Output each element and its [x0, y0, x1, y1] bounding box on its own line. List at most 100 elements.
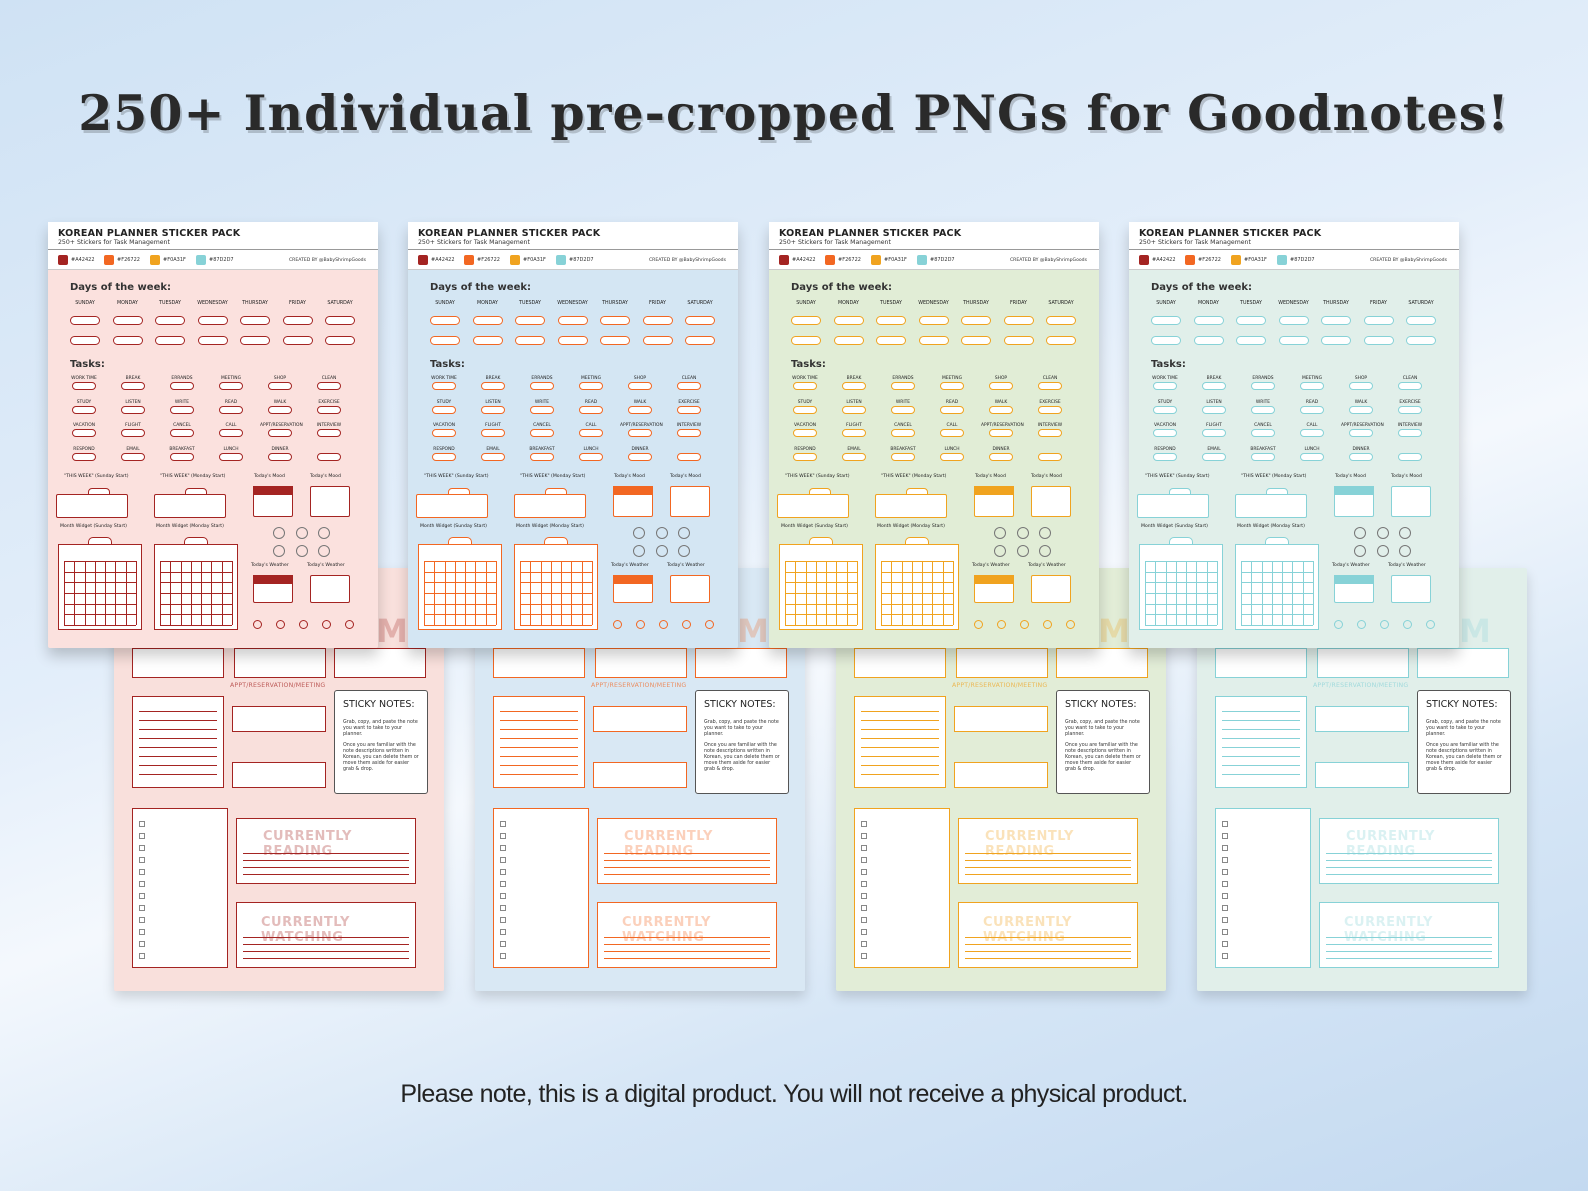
task-label: EMAIL — [126, 446, 140, 452]
mood-box — [253, 486, 293, 517]
task-pill — [1349, 452, 1373, 461]
day-label: THURSDAY — [963, 301, 989, 306]
weather-box — [253, 575, 293, 603]
mood-face-icon — [678, 545, 690, 557]
day-label: WEDNESDAY — [918, 301, 949, 306]
grid-line — [74, 561, 76, 625]
checkbox — [1222, 857, 1228, 863]
day-pill — [1321, 336, 1351, 345]
task-label: VACATION — [72, 423, 96, 428]
task-pill — [579, 382, 603, 390]
checkbox — [1222, 821, 1228, 827]
ruled-line — [965, 944, 1131, 945]
swatch-label: #F0A31F — [1244, 257, 1267, 263]
task-label: READ — [1305, 399, 1319, 405]
appt-label: APPT/RESERVATION/MEETING — [591, 682, 687, 689]
task-pill — [989, 452, 1013, 461]
ruled-line — [965, 874, 1131, 875]
grid-line — [180, 561, 182, 625]
grid-line — [857, 561, 858, 625]
grid-line — [64, 593, 136, 594]
task-pill — [1038, 429, 1062, 437]
checkbox — [500, 929, 506, 935]
mood-box — [974, 486, 1014, 517]
task-label: EMAIL — [847, 446, 861, 452]
task-label: WALK — [633, 399, 647, 405]
mood-face-icon — [1017, 545, 1029, 557]
checkbox — [139, 905, 145, 911]
task-pill — [579, 405, 603, 414]
task-label: VACATION — [1153, 423, 1177, 428]
mood-face-icon — [296, 527, 308, 539]
sheet-title: KOREAN PLANNER STICKER PACK — [1139, 228, 1322, 239]
day-pill — [600, 336, 630, 345]
todays-weather-label: Today's Weather — [307, 563, 345, 568]
mood-box — [613, 486, 653, 517]
grid-line — [1302, 561, 1304, 625]
task-label: BREAKFAST — [890, 446, 916, 452]
task-label: STUDY — [797, 399, 813, 405]
sticky-title: STICKY NOTES: — [343, 699, 415, 710]
swatch-label: #F26722 — [1198, 257, 1221, 263]
grid-line — [496, 561, 497, 625]
ruled-line — [1222, 738, 1300, 739]
grid-line — [815, 561, 817, 625]
checkbox — [1222, 905, 1228, 911]
ruled-line — [243, 860, 409, 861]
task-label: FLIGHT — [485, 423, 501, 428]
checklist-box — [132, 808, 228, 968]
month-calendar — [875, 544, 959, 630]
ruled-line — [500, 729, 578, 730]
checkbox — [1222, 833, 1228, 839]
day-pill — [1321, 316, 1351, 325]
day-label: SATURDAY — [1048, 301, 1074, 306]
task-pill — [432, 429, 456, 437]
task-pill — [891, 405, 915, 414]
task-pill — [940, 405, 964, 414]
grid-line — [444, 561, 446, 625]
task-pill — [1398, 405, 1422, 414]
creator-credit: CREATED BY @BabyShrimpGoods — [1009, 258, 1087, 263]
appt-box — [593, 706, 687, 732]
currently-watching-text: CURRENTLY WATCHING — [1344, 915, 1433, 945]
mood-face-icon — [1399, 527, 1411, 539]
grid-line — [160, 614, 232, 616]
currently-reading-text: CURRENTLY READING — [624, 829, 713, 859]
ruled-line — [861, 738, 939, 739]
swatch-row: #A42422 #F26722 #F0A31F #87D2D7 CREATED BY @… — [769, 250, 1099, 270]
appt-box — [954, 762, 1048, 788]
day-label: SUNDAY — [796, 301, 816, 306]
grid-line — [64, 614, 136, 616]
ruled-line — [1222, 756, 1300, 757]
day-pill — [1278, 316, 1309, 325]
grid-line — [1241, 625, 1313, 626]
todays-mood-label: Today's Mood — [975, 474, 1006, 479]
grid-line — [1145, 582, 1217, 584]
watermark-letter: M — [1098, 612, 1130, 650]
day-pill — [70, 316, 100, 325]
day-pill — [1046, 336, 1076, 345]
task-label: CANCEL — [894, 423, 912, 428]
ruled-line — [1222, 711, 1300, 712]
mood-face-icon — [656, 527, 668, 539]
task-pill — [1300, 452, 1324, 461]
grid-line — [190, 561, 192, 625]
cloud-sun-icon — [636, 620, 645, 629]
month-calendar — [1139, 544, 1223, 630]
top-box — [956, 648, 1048, 678]
watermark-letter: M — [737, 612, 769, 650]
ruled-line — [604, 958, 770, 959]
footer-note: Please note, this is a digital product. … — [400, 1080, 1188, 1108]
checkbox — [139, 953, 145, 959]
grid-line — [520, 561, 592, 562]
grid-line — [785, 593, 857, 594]
umbrella-icon — [1043, 620, 1052, 629]
task-label: LUNCH — [944, 446, 960, 452]
grid-line — [1292, 561, 1294, 625]
task-pill — [842, 452, 866, 461]
grid-line — [64, 571, 136, 573]
cloud-icon — [299, 620, 308, 629]
color-swatch — [1139, 255, 1149, 265]
checkbox — [861, 881, 867, 887]
task-pill — [1349, 429, 1373, 437]
